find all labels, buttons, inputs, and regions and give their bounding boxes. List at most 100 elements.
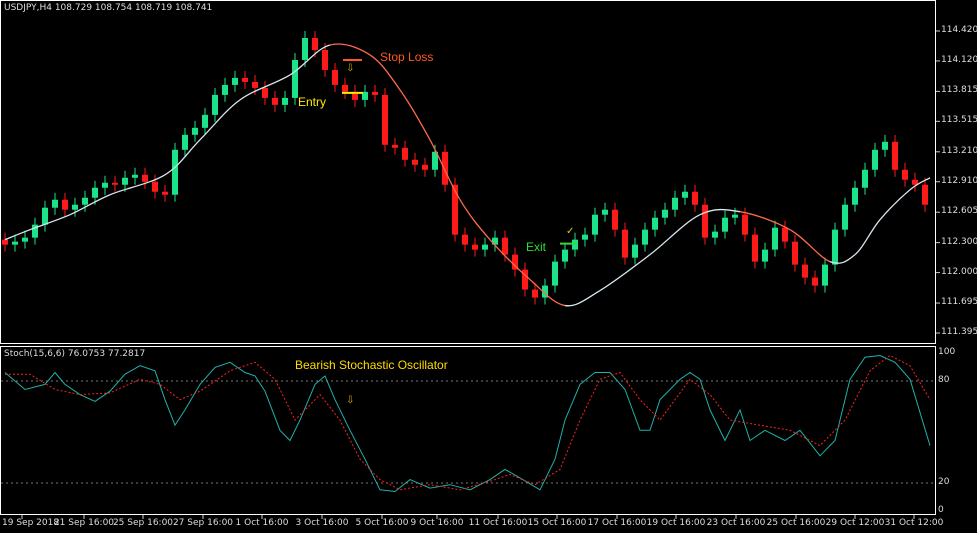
- time-tick-label: 27 Sep 16:00: [172, 518, 234, 528]
- time-tick-label: 19 Oct 16:00: [646, 518, 706, 528]
- bull-candle: [102, 182, 108, 188]
- time-tick-label: 19 Sep 2018: [2, 518, 60, 528]
- bull-candle: [882, 141, 888, 150]
- bull-candle: [172, 149, 178, 195]
- bear-candle: [912, 179, 918, 185]
- bull-candle: [862, 169, 868, 188]
- bull-candle: [42, 207, 48, 225]
- time-tick-label: 31 Oct 12:00: [884, 518, 944, 528]
- time-tick-label: 5 Oct 16:00: [355, 518, 409, 528]
- exit-label: Exit: [526, 240, 547, 254]
- bear-candle: [152, 181, 158, 192]
- bear-candle: [412, 159, 418, 165]
- time-tick-label: 15 Oct 16:00: [527, 518, 587, 528]
- moving-average-segment: [199, 99, 241, 141]
- bull-candle: [492, 237, 498, 245]
- bull-candle: [92, 187, 98, 198]
- moving-average-segment: [699, 208, 741, 216]
- bull-candle: [582, 234, 588, 240]
- bear-candle: [252, 81, 258, 88]
- price-tick-label: 114.420: [941, 25, 977, 35]
- moving-average-segment: [399, 89, 431, 141]
- moving-average-segment: [4, 229, 31, 241]
- bear-candle: [352, 91, 358, 100]
- bull-candle: [682, 191, 688, 198]
- time-tick-label: 1 Oct 16:00: [235, 518, 289, 528]
- price-tick-label: 111.395: [941, 327, 977, 337]
- time-tick-label: 25 Oct 16:00: [766, 518, 826, 528]
- time-tick-label: 11 Oct 16:00: [468, 518, 528, 528]
- bull-candle: [772, 227, 778, 250]
- price-tick-label: 112.605: [941, 206, 977, 217]
- stop-loss-label: Stop Loss: [380, 50, 434, 64]
- moving-average-segment: [739, 211, 791, 231]
- bear-candle: [922, 184, 928, 205]
- moving-average-segment: [109, 174, 166, 196]
- moving-average-segment: [649, 214, 701, 256]
- bear-candle: [342, 84, 348, 92]
- candles-layer: [2, 31, 928, 305]
- price-tick-label: 112.910: [941, 175, 977, 186]
- bear-candle: [812, 277, 818, 286]
- check-icon: ✓: [566, 226, 575, 237]
- down-arrow-icon: ⇩: [346, 63, 355, 74]
- stoch-main-line: [4, 354, 931, 493]
- bull-candle: [832, 229, 838, 265]
- time-tick-label: 17 Oct 16:00: [587, 518, 647, 528]
- moving-average-segment: [564, 290, 601, 307]
- moving-average-segment: [909, 177, 931, 191]
- bear-candle: [892, 141, 898, 170]
- moving-average-segment: [459, 199, 491, 241]
- bear-candle: [522, 269, 528, 290]
- bear-candle: [532, 289, 538, 298]
- stoch-header: Stoch(15,6,6) 76.0753 77.2817: [4, 349, 146, 359]
- bear-candle: [472, 244, 478, 250]
- bull-candle: [182, 134, 188, 150]
- bull-candle: [292, 59, 298, 98]
- bear-candle: [782, 227, 788, 242]
- trade-markers: [342, 58, 578, 245]
- bear-candle: [622, 229, 628, 258]
- moving-average-segment: [489, 239, 531, 281]
- bear-candle: [462, 234, 468, 245]
- moving-average-segment: [69, 194, 111, 216]
- bear-candle: [692, 191, 698, 205]
- bull-candle: [602, 209, 608, 215]
- bull-candle: [562, 249, 568, 262]
- bull-candle: [722, 217, 728, 232]
- moving-average-segment: [829, 254, 856, 264]
- bull-candle: [82, 197, 88, 205]
- bull-candle: [662, 209, 668, 218]
- bear-candle: [322, 49, 328, 70]
- moving-average-segment: [239, 74, 291, 101]
- bear-candle: [742, 214, 748, 235]
- bull-candle: [712, 231, 718, 238]
- bull-candle: [232, 77, 238, 85]
- bull-candle: [122, 177, 128, 185]
- price-tick-label: 113.815: [941, 85, 977, 96]
- stoch-signal-line: [5, 354, 931, 491]
- time-tick-label: 29 Oct 12:00: [825, 518, 885, 528]
- price-tick-label: 113.515: [941, 115, 977, 126]
- stoch-annotation: Bearish Stochastic Oscillator: [295, 358, 448, 372]
- bull-candle: [32, 224, 38, 238]
- bull-candle: [12, 241, 18, 245]
- bull-candle: [132, 174, 138, 178]
- bear-candle: [262, 87, 268, 98]
- bear-candle: [402, 147, 408, 160]
- bear-candle: [452, 184, 458, 235]
- bear-candle: [702, 204, 708, 238]
- moving-average-segment: [329, 43, 371, 56]
- moving-average-segment: [879, 189, 911, 221]
- bear-candle: [382, 94, 388, 145]
- bull-candle: [652, 217, 658, 230]
- bear-candle: [512, 254, 518, 270]
- bull-candle: [202, 114, 208, 128]
- bull-candle: [592, 214, 598, 235]
- moving-average-segment: [789, 229, 831, 263]
- entry-label: Entry: [298, 95, 327, 109]
- bear-candle: [752, 234, 758, 262]
